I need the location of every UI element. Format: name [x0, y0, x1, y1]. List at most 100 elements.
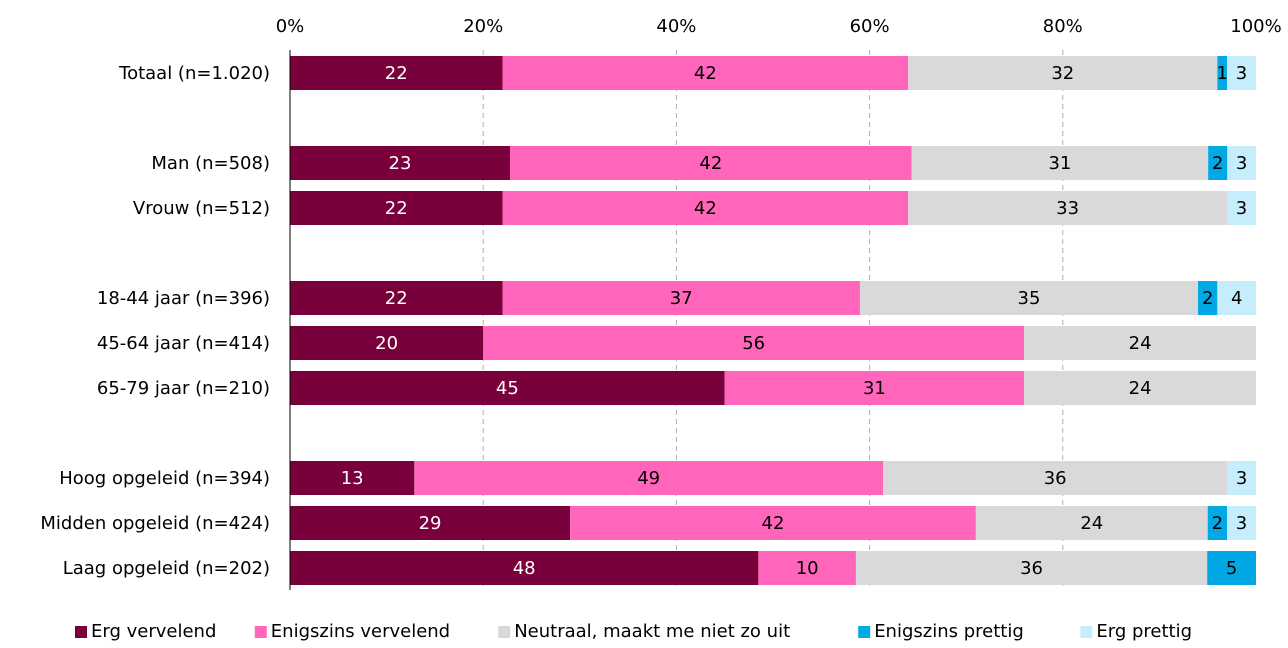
bar-segment — [1024, 326, 1256, 360]
bar-segment — [502, 56, 909, 90]
bar-segment — [290, 506, 571, 540]
bar-value-label: 24 — [1129, 333, 1152, 354]
x-tick-label: 40% — [656, 16, 696, 37]
bar-segment — [290, 371, 725, 405]
bar-value-label: 22 — [385, 63, 408, 84]
bar-value-label: 31 — [1048, 153, 1071, 174]
bar-value-label: 23 — [389, 153, 412, 174]
bar-segment — [908, 191, 1228, 225]
legend-label: Enigszins prettig — [874, 621, 1024, 642]
bar-value-label: 3 — [1236, 63, 1247, 84]
category-label: Totaal (n=1.020) — [118, 63, 270, 84]
bar-value-label: 2 — [1212, 513, 1223, 534]
legend-label: Erg prettig — [1096, 621, 1192, 642]
bar-value-label: 2 — [1202, 288, 1213, 309]
bar-value-label: 24 — [1080, 513, 1103, 534]
legend: Erg vervelend Enigszins vervelend Neutraal… — [75, 621, 1192, 642]
category-label: Hoog opgeleid (n=394) — [59, 468, 270, 489]
bar-value-label: 1 — [1216, 63, 1227, 84]
bar-segment — [855, 551, 1208, 585]
bar-value-label: 3 — [1236, 153, 1247, 174]
legend-swatch — [1080, 626, 1093, 638]
bar-segment — [1207, 506, 1228, 540]
bar-value-label: 5 — [1226, 558, 1237, 579]
bar-segment — [758, 551, 856, 585]
bar-value-label: 42 — [694, 198, 717, 219]
bar-segment — [290, 461, 415, 495]
bar-segment — [509, 146, 912, 180]
legend-swatch — [75, 626, 87, 638]
legend-swatch — [254, 626, 267, 638]
bar-value-label: 3 — [1236, 513, 1247, 534]
gridlines — [482, 50, 1064, 590]
category-label: Laag opgeleid (n=202) — [63, 558, 270, 579]
legend-swatch — [858, 626, 871, 638]
category-label: Midden opgeleid (n=424) — [40, 513, 270, 534]
bar-value-label: 31 — [863, 378, 886, 399]
x-tick-label: 20% — [463, 16, 503, 37]
axes: 0% 20% 40% 60% 80% 100% Totaal (n=1.020) Man (n… — [40, 16, 1282, 590]
bar-segment — [502, 281, 860, 315]
bar-segment — [975, 506, 1208, 540]
bar-segment — [911, 146, 1209, 180]
category-label: 45-64 jaar (n=414) — [97, 333, 270, 354]
bar-value-label: 42 — [762, 513, 785, 534]
legend-label: Enigszins vervelend — [271, 621, 450, 642]
category-label: 18-44 jaar (n=396) — [97, 288, 270, 309]
bar-value-label: 32 — [1051, 63, 1074, 84]
bar-segment — [570, 506, 976, 540]
bar-value-label: 10 — [796, 558, 819, 579]
bar-value-label: 20 — [375, 333, 398, 354]
bar-value-label: 48 — [513, 558, 536, 579]
bar-value-label: 33 — [1056, 198, 1079, 219]
bar-segment — [882, 461, 1228, 495]
category-label: Man (n=508) — [151, 153, 270, 174]
bar-value-label: 37 — [670, 288, 693, 309]
legend-label: Erg vervelend — [91, 621, 216, 642]
bar-segment — [908, 56, 1218, 90]
category-label: 65-79 jaar (n=210) — [97, 378, 270, 399]
bar-segment — [1207, 551, 1256, 585]
category-label: Vrouw (n=512) — [133, 198, 270, 219]
bar-segment — [1227, 56, 1256, 90]
bar-value-label: 13 — [341, 468, 364, 489]
bar-segment — [1208, 146, 1228, 180]
bar-segment — [290, 146, 510, 180]
bar-segment — [1227, 191, 1256, 225]
bar-segment — [290, 551, 759, 585]
bar-segment — [290, 281, 503, 315]
bar-value-label: 29 — [419, 513, 442, 534]
bar-value-label: 42 — [699, 153, 722, 174]
bar-value-label: 36 — [1020, 558, 1043, 579]
bar-value-label: 45 — [496, 378, 519, 399]
bar-segment — [290, 191, 503, 225]
bar-value-label: 22 — [385, 288, 408, 309]
x-tick-label: 80% — [1043, 16, 1083, 37]
x-tick-label: 0% — [276, 16, 305, 37]
bar-segment — [1198, 281, 1218, 315]
bar-segment — [290, 326, 484, 360]
bar-value-label: 35 — [1018, 288, 1041, 309]
bar-segment — [1024, 371, 1256, 405]
bar-value-label: 4 — [1231, 288, 1242, 309]
bar-segment — [414, 461, 883, 495]
bar-segment — [483, 326, 1025, 360]
bar-value-label: 24 — [1129, 378, 1152, 399]
x-tick-label: 60% — [850, 16, 890, 37]
bar-segment — [1227, 461, 1256, 495]
bar-segment — [724, 371, 1025, 405]
bar-segment — [1227, 506, 1256, 540]
legend-swatch — [498, 626, 511, 638]
bar-value-label: 42 — [694, 63, 717, 84]
bar-value-label: 36 — [1044, 468, 1067, 489]
bar-value-label: 49 — [637, 468, 660, 489]
bar-segment — [1217, 281, 1256, 315]
x-tick-label: 100% — [1230, 16, 1281, 37]
bar-segment — [290, 56, 503, 90]
bar-segment — [1217, 56, 1228, 90]
bar-segment — [502, 191, 909, 225]
bar-segment — [1227, 146, 1256, 180]
bar-value-label: 3 — [1236, 468, 1247, 489]
